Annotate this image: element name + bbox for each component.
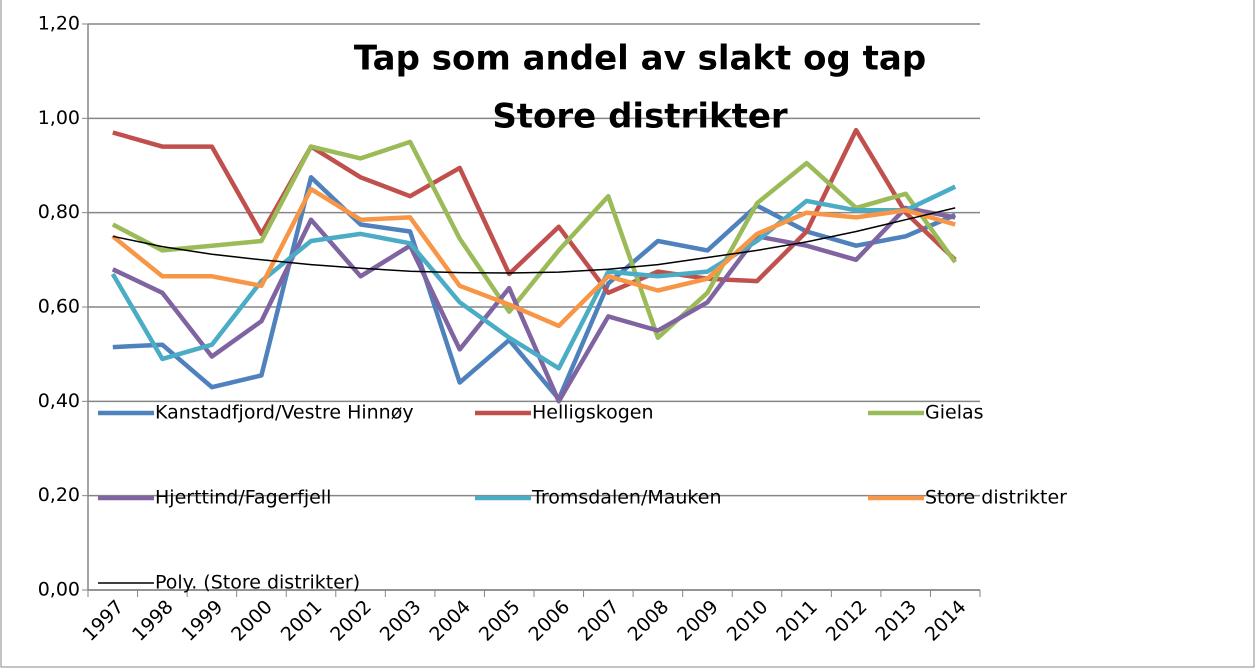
legend-label: Helligskogen [532,402,654,424]
legend-label: Hjerttind/Fagerfjell [155,487,331,509]
x-tick-label: 2000 [227,596,277,646]
x-tick-label: 2014 [921,596,971,646]
x-tick-label: 2009 [673,596,723,646]
y-tick-label: 0,00 [38,579,80,601]
x-tick-label: 2008 [624,596,674,646]
series-line [111,186,956,329]
x-tick-label: 2011 [772,596,822,646]
x-tick-label: 1998 [128,596,178,646]
x-tick-label: 2002 [326,596,376,646]
series-line [112,127,957,296]
series-line [112,175,957,402]
series-line [111,205,956,404]
x-tick-label: 2006 [524,596,574,646]
x-tick-label: 2001 [277,596,327,646]
x-tick-label: 2013 [871,596,921,646]
x-tick-label: 1997 [78,596,128,646]
x-tick-label: 2003 [376,596,426,646]
series-line [112,207,956,274]
legend-label: Store distrikter [925,487,1067,509]
x-tick-label: 2012 [822,596,872,646]
x-tick-label: 2005 [475,596,525,646]
y-tick-label: 1,20 [38,13,80,35]
y-tick-label: 1,00 [38,107,80,129]
chart-title: Tap som andel av slakt og tap [354,39,926,79]
legend-label: Tromsdalen/Mauken [531,487,722,509]
y-tick-label: 0,40 [38,390,80,412]
legend-label: Kanstadfjord/Vestre Hinnøy [155,402,414,424]
legend-label: Gielas [925,402,984,424]
series-line [110,184,957,371]
legend-label: Poly. (Store distrikter) [155,572,360,594]
y-tick-label: 0,60 [38,296,80,318]
y-tick-label: 0,20 [38,484,80,506]
x-tick-label: 2004 [425,596,475,646]
chart-subtitle: Store distrikter [492,97,788,137]
x-tick-label: 1999 [178,596,228,646]
series-line [111,139,958,340]
y-tick-label: 0,80 [38,201,80,223]
x-tick-label: 2010 [723,596,773,646]
x-tick-label: 2007 [574,596,624,646]
